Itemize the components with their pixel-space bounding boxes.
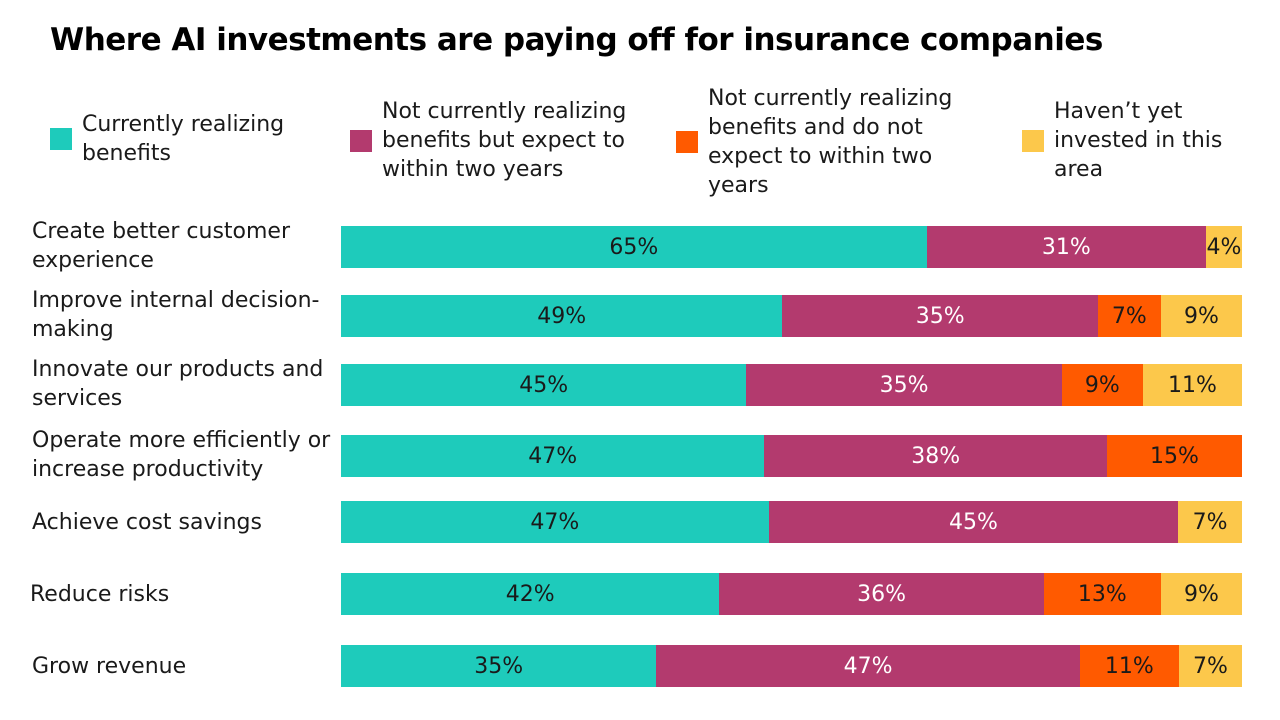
data-label: 42%	[505, 581, 555, 607]
data-label: 9%	[1183, 581, 1219, 607]
bar-segment: 35%	[782, 295, 1098, 337]
legend-swatch	[350, 129, 372, 152]
data-label: 36%	[857, 581, 907, 607]
category-label: Create better customer experience	[32, 219, 291, 273]
category-label: Reduce risks	[30, 582, 170, 607]
legend-swatch	[1022, 129, 1044, 152]
bar-segment: 4%	[1205, 226, 1242, 268]
bar-segment: 9%	[1160, 573, 1242, 615]
data-label: 11%	[1167, 372, 1217, 398]
bar-segment: 7%	[1178, 645, 1242, 687]
data-label: 7%	[1193, 653, 1228, 679]
data-label: 47%	[843, 653, 893, 679]
category-label: Grow revenue	[32, 654, 187, 679]
legend-item: Currently realizing benefits	[50, 110, 320, 168]
data-label: 9%	[1183, 303, 1219, 329]
legend-swatch	[676, 131, 698, 153]
bar-segment: 38%	[764, 435, 1107, 477]
bar-segment: 42%	[341, 573, 720, 615]
category-label: Improve internal decision-making	[32, 288, 320, 342]
data-label: 65%	[609, 234, 659, 260]
legend-item: Not currently realizing benefits and do …	[676, 84, 996, 200]
bar-segment: 47%	[341, 435, 765, 477]
data-label: 35%	[474, 653, 524, 679]
bar-segment: 47%	[341, 501, 769, 543]
category-label: Operate more efficiently or increase pro…	[32, 428, 331, 482]
data-label: 49%	[537, 303, 587, 329]
bar-segment: 49%	[341, 295, 783, 337]
legend-label: Haven’t yet invested in this area	[1054, 99, 1223, 182]
bar-segment: 11%	[1142, 364, 1242, 406]
data-label: 45%	[949, 509, 998, 535]
bar-segment: 9%	[1160, 295, 1242, 337]
legend-label: Not currently realizing benefits but exp…	[382, 99, 627, 182]
bar-row: 47% 45% 7%	[341, 501, 1242, 543]
data-label: 15%	[1149, 443, 1199, 469]
data-label: 31%	[1041, 234, 1091, 260]
data-label: 38%	[911, 443, 961, 469]
data-label: 35%	[915, 303, 965, 329]
legend-item: Not currently realizing benefits but exp…	[350, 97, 660, 184]
bar-segment: 35%	[746, 364, 1062, 406]
bar-segment: 45%	[768, 501, 1179, 543]
data-label: 7%	[1111, 303, 1147, 329]
chart-title: Where AI investments are paying off for …	[50, 22, 1103, 58]
data-label: 7%	[1192, 509, 1228, 535]
bar-row: 65% 31% 4%	[341, 226, 1242, 268]
data-label: 47%	[528, 443, 578, 469]
bar-segment: 13%	[1043, 573, 1161, 615]
bar-segment: 11%	[1079, 645, 1179, 687]
legend-label: Not currently realizing benefits and do …	[708, 86, 953, 198]
data-label: 47%	[530, 509, 580, 535]
data-label: 35%	[879, 372, 929, 398]
bar-row: 49% 35% 7% 9%	[341, 295, 1242, 337]
bar-segment: 31%	[926, 226, 1206, 268]
category-label: Innovate our products and services	[32, 357, 324, 411]
data-label: 9%	[1084, 372, 1120, 398]
bar-segment: 7%	[1178, 501, 1242, 543]
bar-row: 35% 47% 11% 7%	[341, 645, 1242, 687]
bar-segment: 45%	[341, 364, 747, 406]
bar-segment: 9%	[1061, 364, 1143, 406]
data-label: 45%	[519, 372, 569, 398]
bar-segment: 47%	[656, 645, 1080, 687]
legend-swatch	[50, 128, 72, 150]
data-label: 13%	[1077, 581, 1127, 607]
bar-row: 42% 36% 13% 9%	[341, 573, 1242, 615]
bar-segment: 35%	[341, 645, 657, 687]
bar-row: 45% 35% 9% 11%	[341, 364, 1242, 406]
legend-item: Haven’t yet invested in this area	[1022, 97, 1262, 184]
bar-segment: 7%	[1097, 295, 1161, 337]
legend-label: Currently realizing benefits	[82, 112, 285, 166]
bar-segment: 15%	[1106, 435, 1242, 477]
bar-row: 47% 38% 15%	[341, 435, 1242, 477]
bar-segment: 36%	[719, 573, 1044, 615]
category-label: Achieve cost savings	[32, 510, 262, 535]
data-label: 4%	[1206, 234, 1242, 260]
bar-segment: 65%	[341, 226, 927, 268]
data-label: 11%	[1104, 653, 1154, 679]
